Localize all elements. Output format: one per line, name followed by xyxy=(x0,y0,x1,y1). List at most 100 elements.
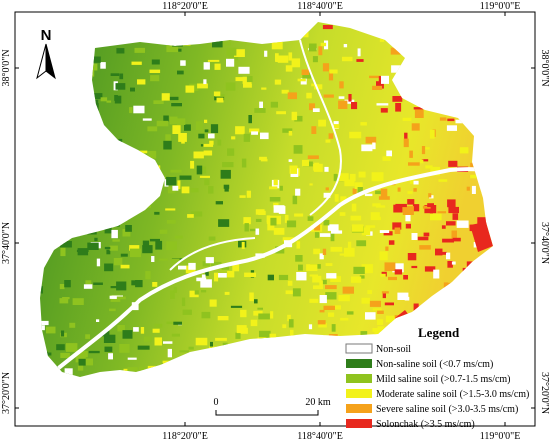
salinity-patch xyxy=(360,331,368,340)
salinity-patch xyxy=(243,83,252,88)
salinity-patch xyxy=(379,251,388,261)
salinity-patch xyxy=(275,53,279,62)
salinity-patch xyxy=(236,361,243,367)
left-tick-label: 37°40'0"N xyxy=(1,222,12,264)
salinity-patch xyxy=(200,279,212,288)
salinity-patch xyxy=(306,92,312,99)
salinity-patch xyxy=(495,47,498,49)
coastal-strip xyxy=(470,222,493,252)
salinity-patch xyxy=(121,376,132,377)
study-region xyxy=(40,22,498,386)
salinity-patch xyxy=(418,27,425,34)
salinity-patch xyxy=(265,37,273,41)
salinity-patch xyxy=(406,315,415,322)
salinity-patch xyxy=(120,253,128,257)
salinity-patch xyxy=(397,322,406,328)
salinity-patch xyxy=(365,136,377,144)
salinity-patch xyxy=(351,203,357,212)
salinity-patch xyxy=(113,169,125,174)
salinity-patch xyxy=(440,251,447,255)
salinity-patch xyxy=(230,25,242,28)
salinity-patch xyxy=(208,186,214,194)
salinity-patch xyxy=(117,325,125,332)
salinity-patch xyxy=(224,42,231,46)
salinity-patch xyxy=(249,292,254,302)
salinity-patch xyxy=(422,205,431,209)
salinity-patch xyxy=(454,290,466,300)
salinity-patch xyxy=(166,220,176,224)
salinity-patch xyxy=(421,159,429,162)
salinity-patch xyxy=(473,306,482,314)
salinity-patch xyxy=(353,266,365,274)
salinity-patch xyxy=(384,262,396,272)
salinity-patch xyxy=(60,352,70,358)
salinity-patch xyxy=(404,132,408,141)
salinity-patch xyxy=(222,342,228,347)
left-tick-label: 37°20'0"N xyxy=(1,372,12,414)
salinity-patch xyxy=(202,360,209,364)
salinity-patch xyxy=(378,196,390,200)
salinity-patch xyxy=(298,264,303,271)
salinity-patch xyxy=(213,91,221,97)
salinity-patch xyxy=(296,241,301,249)
salinity-patch xyxy=(144,336,152,342)
salinity-patch xyxy=(200,144,205,147)
salinity-patch xyxy=(342,56,353,62)
salinity-patch xyxy=(250,319,258,327)
salinity-patch xyxy=(454,39,465,46)
salinity-patch xyxy=(325,263,333,266)
salinity-patch xyxy=(115,83,126,90)
salinity-patch xyxy=(288,380,299,386)
top-tick-label: 119°0'0"E xyxy=(480,1,521,12)
salinity-patch xyxy=(172,185,179,191)
salinity-patch xyxy=(322,279,327,285)
salinity-patch xyxy=(88,91,92,96)
salinity-patch xyxy=(56,344,65,351)
salinity-patch xyxy=(309,274,318,277)
legend-label: Severe saline soil (>3.0-3.5 ms/cm) xyxy=(376,404,518,415)
salinity-patch xyxy=(127,207,132,214)
salinity-patch xyxy=(50,185,57,192)
salinity-patch xyxy=(77,363,84,371)
salinity-patch xyxy=(351,276,362,283)
salinity-patch xyxy=(435,248,443,256)
salinity-patch xyxy=(412,85,420,94)
salinity-patch xyxy=(269,366,275,371)
salinity-patch xyxy=(255,218,262,222)
salinity-patch xyxy=(147,365,156,373)
salinity-patch xyxy=(424,147,430,150)
salinity-patch xyxy=(73,114,85,119)
salinity-patch xyxy=(338,96,345,99)
salinity-patch xyxy=(325,139,331,143)
salinity-patch xyxy=(46,365,58,369)
legend-label: Solonchak (>3.5 ms/cm) xyxy=(376,419,475,430)
salinity-patch xyxy=(87,153,91,162)
salinity-patch xyxy=(153,100,164,104)
salinity-patch xyxy=(407,199,415,205)
salinity-patch xyxy=(485,186,493,191)
salinity-patch xyxy=(179,175,192,180)
salinity-patch xyxy=(236,325,247,334)
salinity-patch xyxy=(473,271,483,274)
salinity-patch xyxy=(163,115,169,122)
salinity-patch xyxy=(294,213,304,217)
salinity-patch xyxy=(320,42,327,47)
salinity-patch xyxy=(436,304,448,308)
salinity-patch xyxy=(80,43,85,51)
salinity-patch xyxy=(402,206,414,215)
salinity-patch xyxy=(106,100,112,103)
salinity-patch xyxy=(127,28,137,37)
salinity-patch xyxy=(491,100,493,106)
salinity-patch xyxy=(179,39,191,46)
salinity-patch xyxy=(409,313,421,318)
legend-label: Moderate saline soil (>1.5-3.0 ms/cm) xyxy=(376,389,529,400)
salinity-patch xyxy=(302,361,314,370)
salinity-patch xyxy=(144,376,151,377)
salinity-patch xyxy=(73,80,80,88)
salinity-patch xyxy=(411,23,422,28)
salinity-patch xyxy=(347,241,352,250)
salinity-patch xyxy=(376,81,384,89)
salinity-patch xyxy=(257,307,263,310)
salinity-patch xyxy=(431,74,440,78)
salinity-patch xyxy=(359,275,365,279)
